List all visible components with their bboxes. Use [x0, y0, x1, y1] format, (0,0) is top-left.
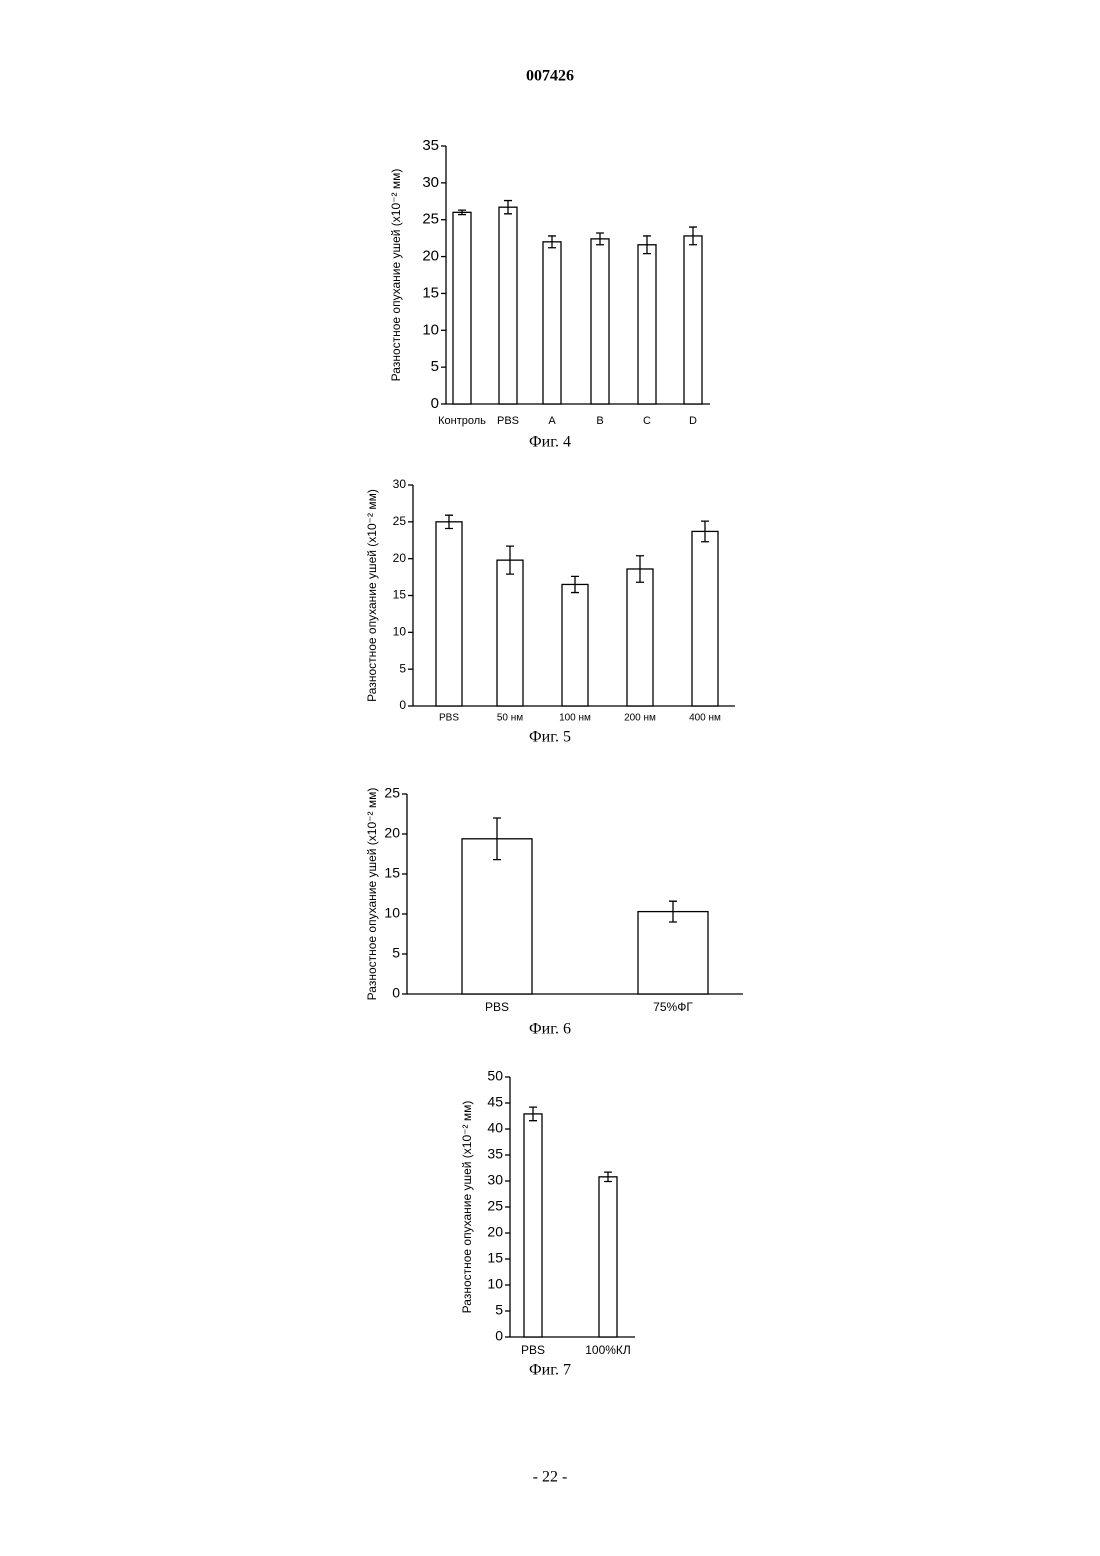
- x-tick-label: PBS: [485, 1000, 509, 1014]
- y-axis-label: Разностное опухание ушей (x10⁻² мм): [365, 788, 379, 1001]
- y-tick-label: 50: [487, 1068, 503, 1084]
- y-tick-label: 35: [422, 137, 439, 154]
- figure-caption: Фиг. 5: [529, 729, 571, 746]
- x-tick-label: D: [689, 415, 697, 427]
- x-tick-label: PBS: [439, 713, 459, 724]
- y-tick-label: 25: [422, 211, 439, 228]
- x-tick-label: A: [548, 415, 556, 427]
- y-tick-label: 15: [393, 588, 407, 602]
- y-tick-label: 0: [431, 395, 439, 412]
- x-tick-label: 50 нм: [497, 713, 523, 724]
- x-tick-label: 100%КЛ: [585, 1343, 631, 1357]
- bar: [453, 212, 471, 404]
- bar: [497, 560, 523, 706]
- y-tick-label: 20: [393, 551, 407, 565]
- y-tick-label: 15: [384, 865, 400, 881]
- y-tick-label: 0: [495, 1328, 503, 1344]
- x-tick-label: C: [643, 415, 651, 427]
- y-tick-label: 30: [422, 174, 439, 191]
- bar: [462, 839, 532, 994]
- y-tick-label: 5: [399, 661, 406, 675]
- figure-caption: Фиг. 6: [529, 1021, 571, 1038]
- page-footer: - 22 -: [533, 1469, 568, 1486]
- bar: [436, 522, 462, 706]
- y-tick-label: 0: [392, 985, 400, 1001]
- bar: [543, 242, 561, 404]
- y-axis-label: Разностное опухание ушей (x10⁻² мм): [460, 1101, 474, 1314]
- x-tick-label: Контроль: [438, 415, 486, 427]
- x-tick-label: PBS: [521, 1343, 545, 1357]
- y-tick-label: 30: [393, 477, 407, 491]
- bar: [638, 912, 708, 994]
- y-tick-label: 25: [384, 785, 400, 801]
- bar: [692, 531, 718, 706]
- y-tick-label: 45: [487, 1094, 503, 1110]
- y-axis-label: Разностное опухание ушей (x10⁻² мм): [389, 169, 403, 382]
- figure-caption: Фиг. 7: [529, 1362, 571, 1379]
- x-tick-label: 200 нм: [624, 713, 656, 724]
- y-tick-label: 10: [393, 625, 407, 639]
- y-tick-label: 5: [495, 1302, 503, 1318]
- y-tick-label: 10: [487, 1276, 503, 1292]
- y-tick-label: 25: [487, 1198, 503, 1214]
- bar: [627, 569, 653, 706]
- y-tick-label: 10: [422, 321, 439, 338]
- y-tick-label: 5: [431, 358, 439, 375]
- bar: [524, 1114, 542, 1337]
- bar: [591, 239, 609, 404]
- x-tick-label: B: [596, 415, 603, 427]
- y-tick-label: 20: [384, 825, 400, 841]
- y-axis-label: Разностное опухание ушей (x10⁻² мм): [365, 489, 379, 702]
- bar: [599, 1177, 617, 1337]
- x-tick-label: 100 нм: [559, 713, 591, 724]
- y-tick-label: 15: [422, 284, 439, 301]
- document-page: 007426 - 22 - 0 5 10 15 20 25 30 35 Разностное о…: [0, 0, 1100, 1556]
- y-tick-label: 35: [487, 1146, 503, 1162]
- x-tick-label: 75%ФГ: [653, 1000, 693, 1014]
- x-tick-label: PBS: [497, 415, 519, 427]
- y-tick-label: 15: [487, 1250, 503, 1266]
- y-tick-label: 5: [392, 945, 400, 961]
- page-header: 007426: [526, 68, 574, 85]
- bar: [638, 245, 656, 404]
- y-tick-label: 20: [487, 1224, 503, 1240]
- y-tick-label: 25: [393, 514, 407, 528]
- y-tick-label: 30: [487, 1172, 503, 1188]
- y-tick-label: 20: [422, 248, 439, 265]
- x-tick-label: 400 нм: [689, 713, 721, 724]
- y-tick-label: 10: [384, 905, 400, 921]
- bar: [684, 236, 702, 404]
- bar: [499, 207, 517, 404]
- bar: [562, 584, 588, 706]
- y-tick-label: 40: [487, 1120, 503, 1136]
- figure-caption: Фиг. 4: [529, 434, 571, 451]
- y-tick-label: 0: [399, 698, 406, 712]
